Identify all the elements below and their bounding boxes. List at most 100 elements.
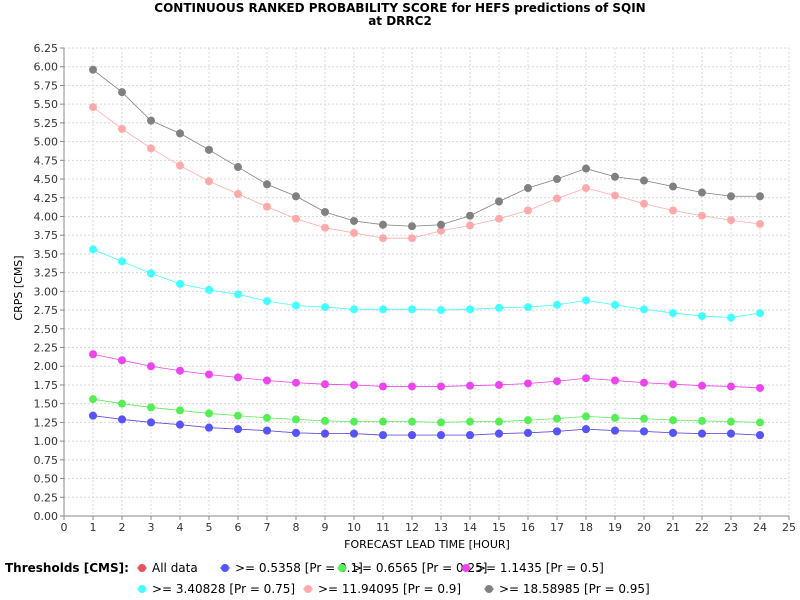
y-tick-label: 0.75 xyxy=(34,454,59,467)
data-point xyxy=(553,427,561,436)
data-point xyxy=(553,377,561,386)
data-point xyxy=(350,305,358,314)
data-point xyxy=(263,426,271,435)
data-point xyxy=(147,403,155,412)
data-point xyxy=(437,418,445,427)
data-point xyxy=(727,382,735,391)
data-point xyxy=(553,300,561,309)
data-point xyxy=(379,220,387,229)
legend-label: >= 0.5358 [Pr = 0.1] xyxy=(235,561,363,575)
data-point xyxy=(176,279,184,288)
series-line xyxy=(92,415,761,436)
legend-label: >= 1.1435 [Pr = 0.5] xyxy=(476,561,604,575)
data-point xyxy=(727,313,735,322)
data-point xyxy=(437,382,445,391)
data-point xyxy=(176,406,184,415)
data-point xyxy=(292,301,300,310)
data-point xyxy=(756,219,764,228)
data-point xyxy=(118,415,126,424)
data-point xyxy=(408,305,416,314)
y-tick-label: 2.50 xyxy=(34,323,59,336)
x-tick-label: 10 xyxy=(347,521,361,534)
data-point xyxy=(553,175,561,184)
data-point xyxy=(321,429,329,438)
data-point xyxy=(176,366,184,375)
data-point xyxy=(350,429,358,438)
data-point xyxy=(698,312,706,321)
data-point xyxy=(205,423,213,432)
data-point xyxy=(756,383,764,392)
series-line xyxy=(92,398,761,423)
data-point xyxy=(89,395,97,404)
x-tick-label: 7 xyxy=(264,521,271,534)
data-point xyxy=(350,228,358,237)
data-point xyxy=(118,399,126,408)
data-point xyxy=(176,129,184,138)
data-point xyxy=(234,190,242,199)
legend-marker xyxy=(221,564,229,572)
data-point xyxy=(408,382,416,391)
x-tick-label: 16 xyxy=(521,521,535,534)
data-point xyxy=(234,290,242,299)
data-point xyxy=(669,416,677,425)
data-point xyxy=(466,381,474,390)
data-point xyxy=(321,303,329,312)
y-tick-label: 5.50 xyxy=(34,98,59,111)
data-point xyxy=(408,222,416,231)
data-point xyxy=(205,409,213,418)
y-tick-label: 2.75 xyxy=(34,304,59,317)
data-point xyxy=(553,414,561,423)
data-point xyxy=(524,206,532,215)
data-point xyxy=(611,426,619,435)
x-tick-label: 2 xyxy=(119,521,126,534)
data-point xyxy=(640,378,648,387)
series-line xyxy=(92,249,761,318)
data-point xyxy=(118,88,126,97)
data-point xyxy=(147,144,155,153)
data-point xyxy=(698,211,706,220)
x-tick-label: 23 xyxy=(724,521,738,534)
data-point xyxy=(640,176,648,185)
x-tick-label: 4 xyxy=(177,521,184,534)
data-point xyxy=(292,415,300,424)
data-point xyxy=(321,416,329,425)
data-point xyxy=(292,428,300,437)
x-tick-label: 6 xyxy=(235,521,242,534)
y-tick-label: 1.75 xyxy=(34,379,59,392)
x-tick-label: 24 xyxy=(753,521,767,534)
data-point xyxy=(147,269,155,278)
data-point xyxy=(234,373,242,382)
data-point xyxy=(234,163,242,172)
x-tick-label: 22 xyxy=(695,521,709,534)
data-point xyxy=(321,207,329,216)
data-point xyxy=(379,431,387,440)
data-point xyxy=(89,350,97,359)
data-point xyxy=(698,188,706,197)
data-point xyxy=(321,223,329,232)
y-tick-label: 4.50 xyxy=(34,173,59,186)
data-point xyxy=(524,184,532,193)
y-tick-label: 2.25 xyxy=(34,342,59,355)
data-point xyxy=(147,116,155,125)
data-point xyxy=(205,145,213,154)
data-point xyxy=(611,300,619,309)
data-point xyxy=(437,431,445,440)
data-point xyxy=(727,417,735,426)
data-point xyxy=(234,425,242,434)
data-point xyxy=(582,184,590,193)
data-point xyxy=(669,380,677,389)
data-point xyxy=(205,370,213,379)
y-tick-label: 3.75 xyxy=(34,229,59,242)
data-point xyxy=(727,429,735,438)
legend: All data >= 0.5358 [Pr = 0.1]>= 0.6565 [P… xyxy=(137,561,650,596)
y-tick-label: 1.50 xyxy=(34,398,59,411)
data-point xyxy=(669,428,677,437)
data-point xyxy=(466,417,474,426)
legend-marker xyxy=(138,564,146,572)
y-tick-label: 0.50 xyxy=(34,473,59,486)
data-point xyxy=(205,285,213,294)
series-line xyxy=(92,69,760,227)
legend-marker xyxy=(485,585,493,593)
data-point xyxy=(756,431,764,440)
